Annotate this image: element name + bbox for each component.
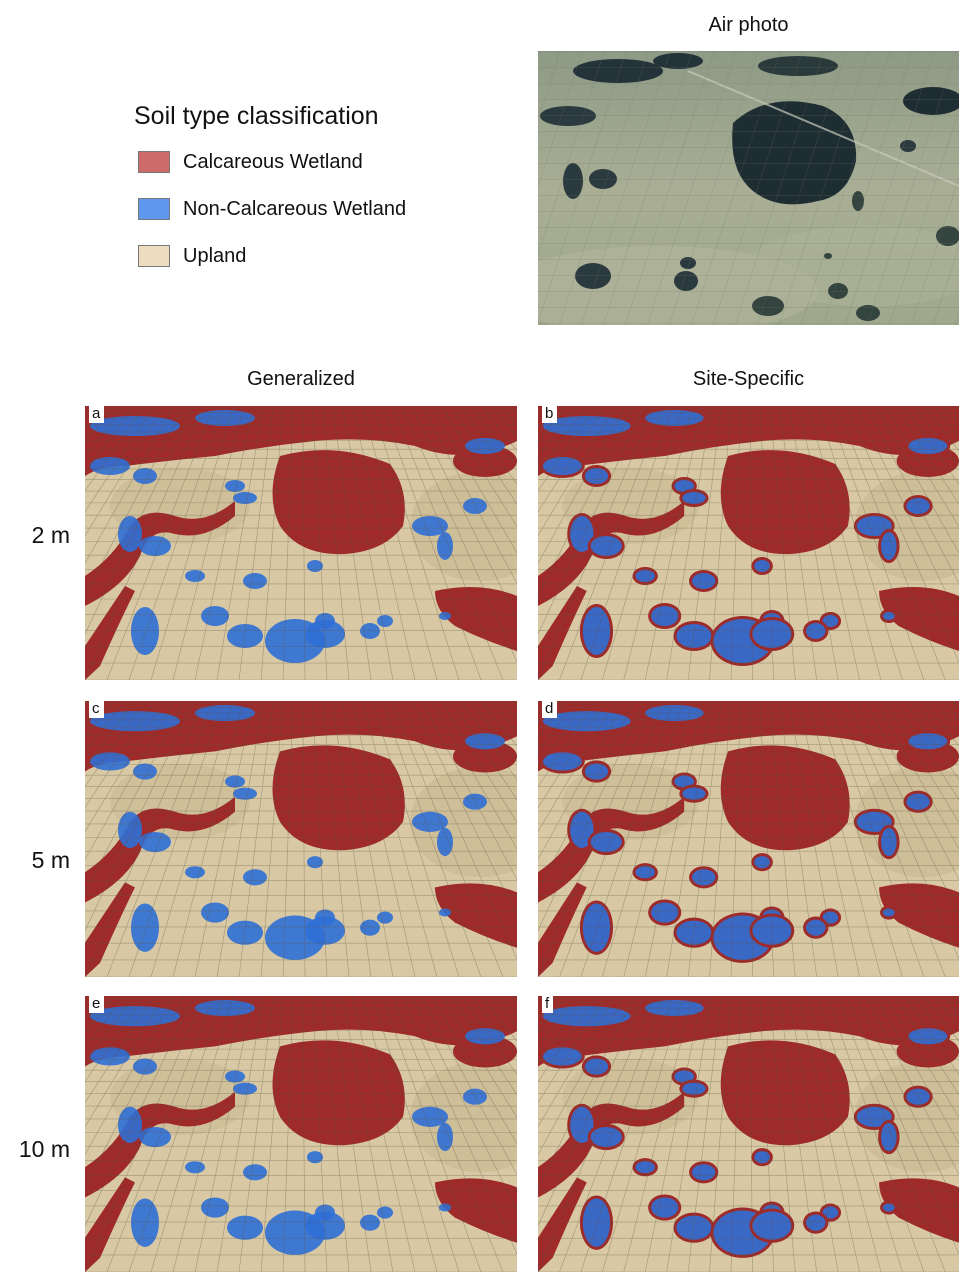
calcareous-swatch: [138, 151, 170, 173]
row-label-10m: 10 m: [18, 1136, 70, 1162]
row-label-2m: 2 m: [31, 522, 70, 548]
air-photo-image: [538, 51, 959, 325]
air-photo-title: Air photo: [708, 14, 789, 36]
soil-map: [85, 406, 517, 680]
map-panel-e: e: [85, 996, 517, 1272]
legend-item-calcareous: Calcareous Wetland: [138, 150, 363, 174]
column-title-generalized: Generalized: [247, 368, 355, 390]
map-panel-a: a: [85, 406, 517, 680]
panel-letter: b: [542, 406, 558, 423]
legend-label: Upland: [183, 244, 247, 267]
map-panel-d: d: [538, 701, 959, 977]
soil-map: [538, 701, 959, 977]
column-title-site-specific: Site-Specific: [692, 368, 805, 390]
legend-item-upland: Upland: [138, 244, 246, 268]
row-label-5m: 5 m: [31, 847, 70, 873]
panel-letter: d: [542, 701, 558, 718]
legend-item-non-calcareous: Non-Calcareous Wetland: [138, 197, 406, 221]
map-panel-c: c: [85, 701, 517, 977]
upland-swatch: [138, 245, 170, 267]
soil-map: [538, 406, 959, 680]
map-panel-b: b: [538, 406, 959, 680]
panel-letter: c: [89, 701, 104, 718]
legend-title: Soil type classification: [134, 102, 379, 130]
soil-map: [538, 996, 959, 1272]
panel-letter: f: [542, 996, 554, 1013]
legend-label: Calcareous Wetland: [183, 150, 363, 173]
map-panel-f: f: [538, 996, 959, 1272]
non-calcareous-swatch: [138, 198, 170, 220]
panel-letter: a: [89, 406, 105, 423]
soil-map: [85, 701, 517, 977]
panel-letter: e: [89, 996, 105, 1013]
soil-map: [85, 996, 517, 1272]
legend-label: Non-Calcareous Wetland: [183, 197, 407, 220]
